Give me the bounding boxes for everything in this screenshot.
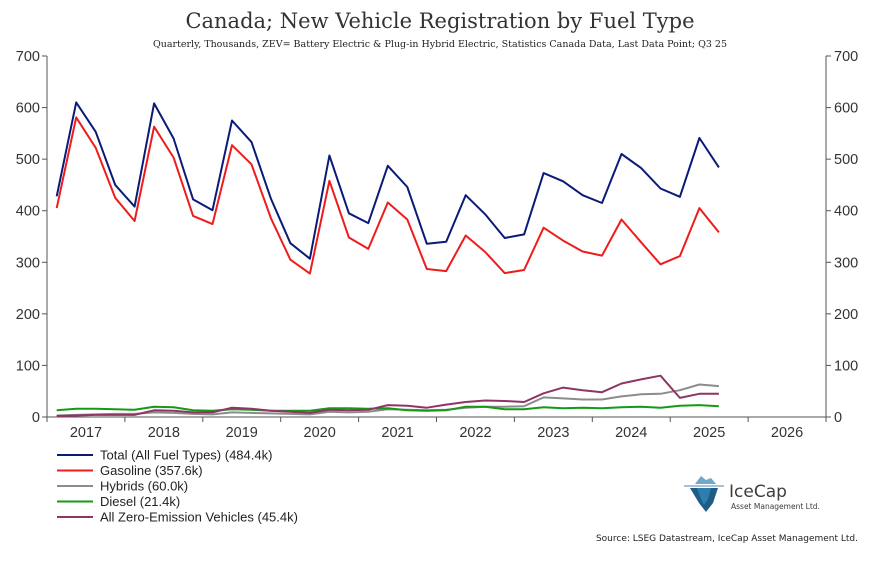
series-line-4	[56, 374, 719, 417]
legend-label-0: Total (All Fuel Types) (484.4k)	[100, 448, 272, 463]
y-tick-label-right: 100	[834, 358, 858, 374]
y-tick-label-left: 600	[16, 101, 40, 117]
y-tick-label-left: 700	[16, 49, 40, 65]
y-tick-label-right: 300	[834, 255, 858, 271]
y-axis-right: 0 100 200 300 400 500 600 700	[826, 49, 858, 426]
x-tick-label: 2023	[537, 425, 569, 441]
x-tick-label: 2018	[148, 425, 180, 441]
x-axis: 2017 2018 2019 2020 2021 2022 2023 2024 2025 2026	[46, 417, 827, 441]
axes	[46, 56, 827, 418]
y-axis-left: 0 100 200 300 400 500 600 700	[16, 49, 47, 426]
logo-name: IceCap	[729, 482, 787, 502]
y-tick-label-right: 500	[834, 152, 858, 168]
x-tick-label: 2021	[381, 425, 413, 441]
series-line-0	[55, 101, 720, 260]
logo-subtitle: Asset Management Ltd.	[731, 502, 820, 511]
logo: IceCap Asset Management Ltd.	[684, 476, 820, 512]
y-tick-label-right: 0	[834, 410, 842, 426]
x-tick-label: 2019	[226, 425, 258, 441]
y-tick-label-right: 600	[834, 101, 858, 117]
chart-title: Canada; New Vehicle Registration by Fuel…	[185, 9, 694, 33]
x-tick-label: 2025	[693, 425, 725, 441]
y-tick-label-left: 0	[32, 410, 40, 426]
y-tick-label-left: 400	[16, 204, 40, 220]
x-tick-label: 2022	[459, 425, 491, 441]
series-line-3	[56, 404, 719, 412]
plot-area	[55, 101, 720, 417]
legend-label-2: Hybrids (60.0k)	[100, 479, 188, 494]
x-tick-label: 2017	[70, 425, 102, 441]
legend-label-4: All Zero-Emission Vehicles (45.4k)	[100, 510, 298, 525]
legend: Total (All Fuel Types) (484.4k)Gasoline …	[57, 448, 298, 525]
x-tick-label: 2020	[304, 425, 336, 441]
y-tick-label-right: 200	[834, 307, 858, 323]
legend-label-1: Gasoline (357.6k)	[100, 463, 203, 478]
y-tick-label-left: 500	[16, 152, 40, 168]
x-tick-label: 2024	[615, 425, 647, 441]
y-tick-label-right: 400	[834, 204, 858, 220]
series-line-1	[55, 116, 720, 275]
y-tick-label-right: 700	[834, 49, 858, 65]
y-tick-label-left: 300	[16, 255, 40, 271]
x-tick-label: 2026	[771, 425, 803, 441]
y-tick-label-left: 100	[16, 358, 40, 374]
legend-label-3: Diesel (21.4k)	[100, 494, 180, 509]
iceberg-icon	[684, 476, 724, 512]
chart-subtitle: Quarterly, Thousands, ZEV= Battery Elect…	[153, 39, 727, 50]
y-tick-label-left: 200	[16, 307, 40, 323]
source-note: Source: LSEG Datastream, IceCap Asset Ma…	[596, 534, 858, 544]
series-line-2	[56, 383, 719, 417]
